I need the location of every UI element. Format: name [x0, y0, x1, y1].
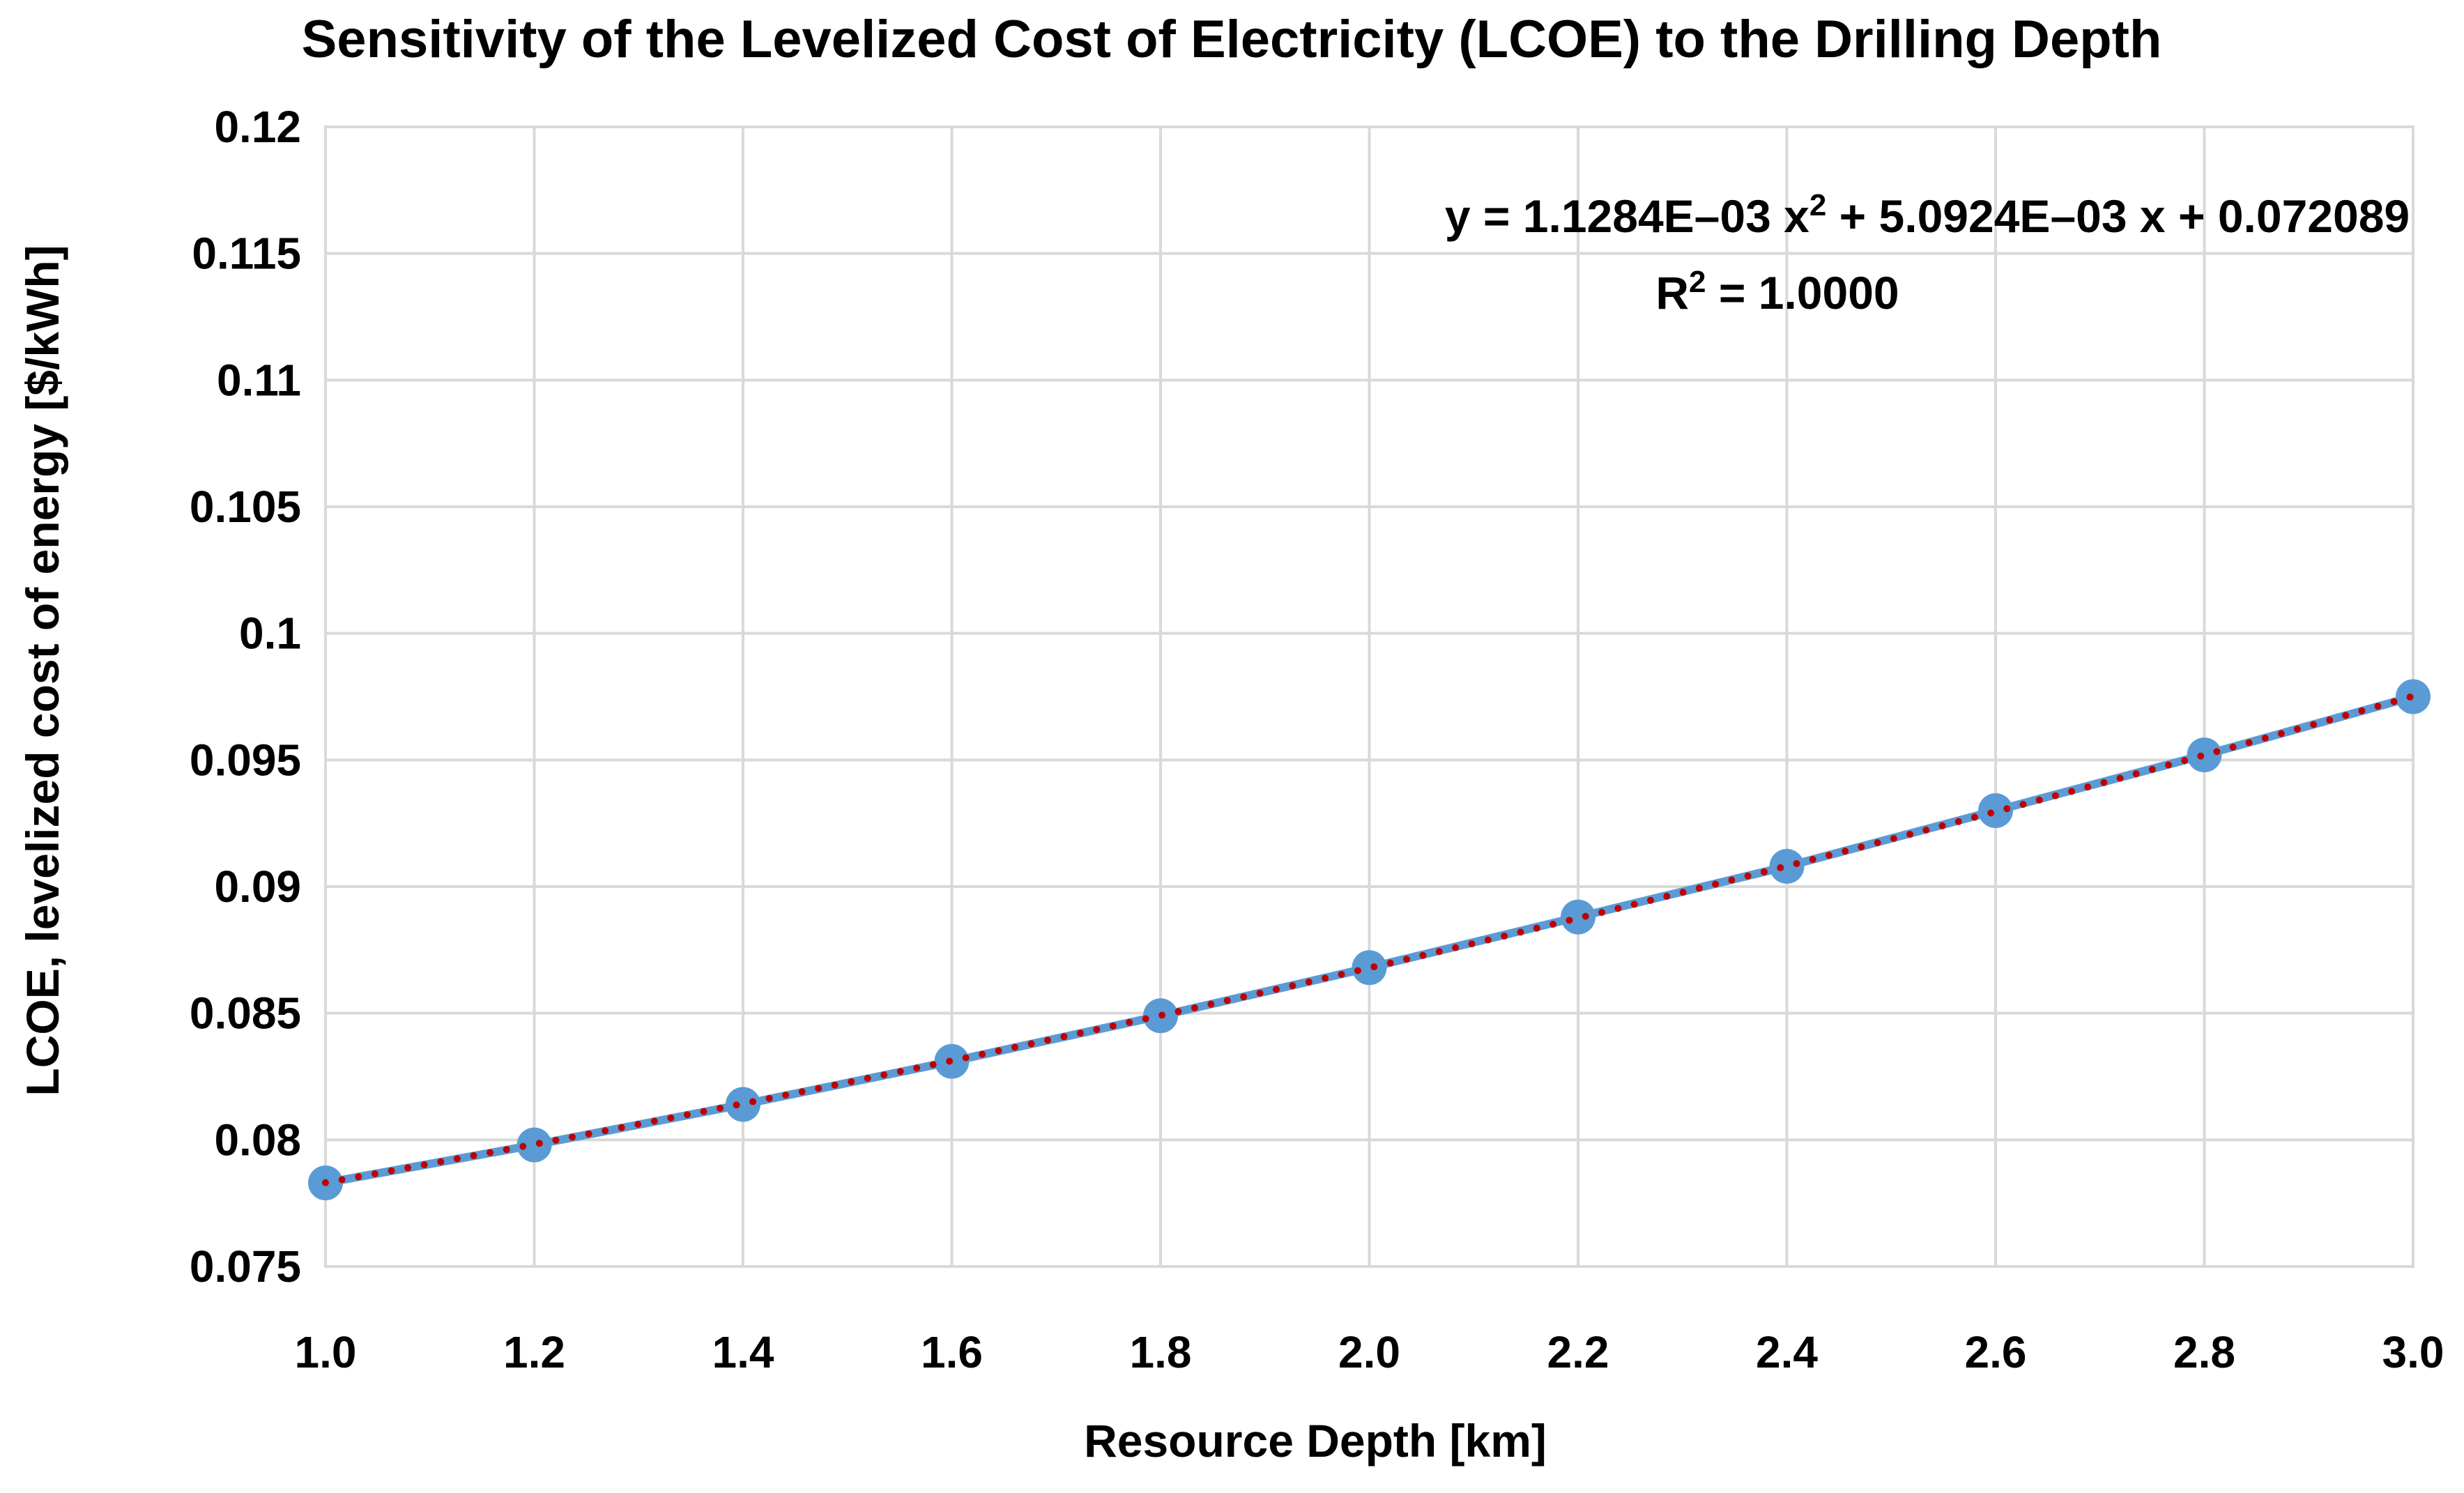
r2-superscript: 2	[1689, 265, 1706, 299]
x-tick-label: 1.8	[1130, 1327, 1192, 1377]
y-tick-label: 0.08	[214, 1115, 301, 1165]
data-point	[1561, 899, 1596, 935]
y-tick-label: 0.085	[190, 988, 301, 1039]
y-tick-label: 0.115	[192, 229, 301, 279]
r2-prefix: R	[1655, 267, 1689, 319]
trendline	[322, 692, 2417, 1186]
data-point	[2187, 737, 2222, 773]
data-point	[516, 1127, 552, 1163]
x-axis-label: Resource Depth [km]	[1084, 1415, 1547, 1467]
trendline-equation: y = 1.1284E–03 x2 + 5.0924E–03 x + 0.072…	[1445, 188, 2410, 242]
trendline-path	[322, 692, 2417, 1186]
y-tick-label: 0.075	[190, 1241, 301, 1292]
r-squared-label: R2 = 1.0000	[1655, 265, 1899, 319]
x-tick-label: 2.4	[1756, 1327, 1818, 1377]
y-tick-label: 0.095	[190, 735, 301, 785]
x-tick-label: 2.6	[1965, 1327, 2027, 1377]
y-axis-label: LCOE, levelized cost of energy [$/kWh]	[17, 245, 68, 1096]
x-axis-ticks: 1.0 1.2 1.4 1.6 1.8 2.0 2.2 2.4 2.6 2.8 3.0	[295, 1327, 2444, 1377]
x-tick-label: 2.0	[1338, 1327, 1400, 1377]
x-tick-label: 3.0	[2382, 1327, 2444, 1377]
equation-superscript: 2	[1809, 188, 1826, 222]
x-tick-label: 1.2	[503, 1327, 565, 1377]
y-tick-label: 0.105	[190, 482, 301, 532]
x-tick-label: 2.8	[2173, 1327, 2235, 1377]
data-point	[1769, 848, 1805, 884]
x-tick-label: 1.0	[295, 1327, 357, 1377]
x-tick-label: 1.4	[712, 1327, 774, 1377]
x-tick-label: 2.2	[1547, 1327, 1609, 1377]
data-point	[1978, 793, 2013, 828]
y-tick-label: 0.1	[239, 608, 301, 659]
data-point	[1352, 950, 1387, 986]
y-tick-label: 0.12	[214, 102, 301, 152]
y-tick-label: 0.11	[217, 355, 301, 405]
y-axis-ticks: 0.075 0.08 0.085 0.09 0.095 0.1 0.105 0.11 0.115…	[190, 102, 301, 1292]
data-point	[726, 1087, 760, 1122]
equation-suffix: + 5.0924E–03 x + 0.072089	[1826, 190, 2410, 242]
x-tick-label: 1.6	[921, 1327, 983, 1377]
chart-title: Sensitivity of the Levelized Cost of Ele…	[302, 10, 2162, 69]
equation-prefix: y = 1.1284E–03 x	[1445, 190, 1809, 242]
y-tick-label: 0.09	[214, 862, 301, 912]
r2-suffix: = 1.0000	[1706, 267, 1899, 319]
